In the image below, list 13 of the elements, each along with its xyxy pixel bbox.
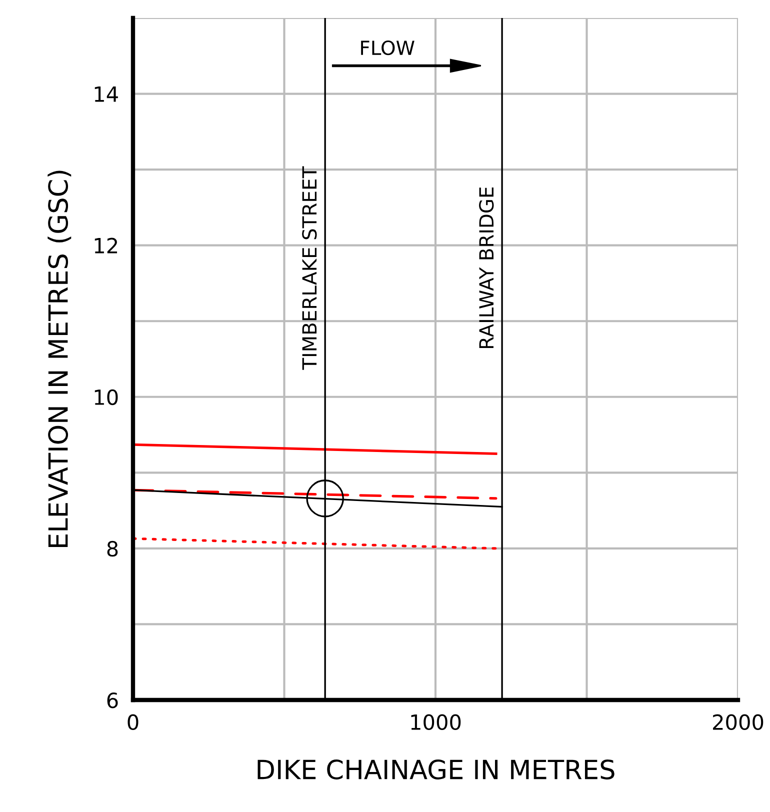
annotation: FLOW [361, 40, 414, 56]
ref-line-label: TIMBERLAKE STREET [302, 166, 317, 370]
x-tick-label: 1000 [411, 714, 461, 730]
y-tick-label: 14 [94, 86, 118, 102]
x-tick-label: 2000 [713, 714, 764, 730]
ref-line-label: RAILWAY BRIDGE [479, 187, 494, 348]
x-tick-label: 0 [128, 714, 138, 730]
x-axis-title: DIKE CHAINAGE IN METRES [258, 760, 614, 780]
y-tick-label: 12 [94, 238, 118, 254]
y-axis-title: ELEVATION IN METRES (GSC) [48, 170, 72, 547]
y-tick-label: 8 [107, 540, 118, 557]
y-tick-label: 10 [94, 389, 118, 406]
y-tick-label: 6 [107, 692, 118, 708]
